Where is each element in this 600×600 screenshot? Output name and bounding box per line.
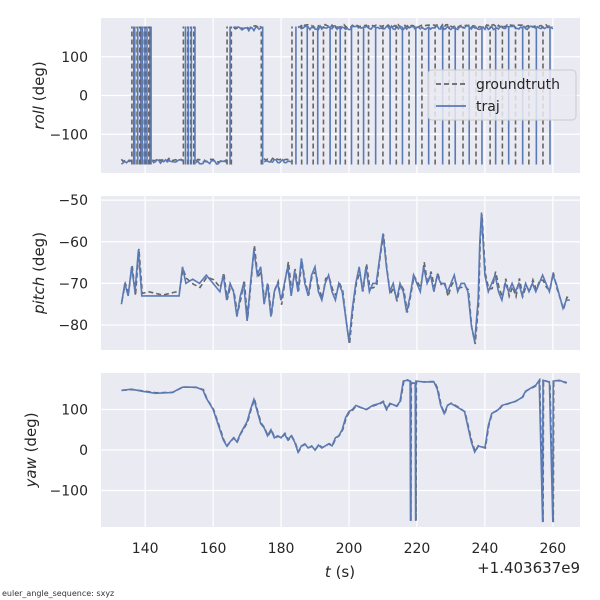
pitch-plot-area — [101, 196, 580, 350]
x-tick-label: 240 — [472, 541, 499, 557]
x-tick-label: 140 — [132, 541, 159, 557]
pitch-axis-variable: pitch — [30, 277, 48, 315]
roll-axis-variable: roll — [30, 105, 48, 130]
roll-traj-line — [365, 24, 554, 31]
legend-traj-label: traj — [476, 99, 500, 115]
roll-traj-line — [120, 160, 132, 165]
pitch-series — [120, 212, 571, 345]
euler-angle-caption: euler_angle_sequence: sxyz — [2, 589, 115, 598]
roll-axis-label: roll (deg) — [30, 61, 48, 129]
pitch-traj-line — [120, 212, 570, 342]
roll-traj-line — [233, 26, 262, 33]
roll-groundtruth-line — [297, 23, 367, 29]
roll-axis-unit: (deg) — [30, 61, 48, 106]
x-axis-variable: t — [325, 563, 332, 581]
roll-y-tick-label: −100 — [50, 127, 88, 143]
pitch-groundtruth-line — [121, 214, 571, 345]
yaw-series — [121, 377, 568, 523]
yaw-y-tick-label: 100 — [61, 402, 88, 418]
yaw-axis-variable: yaw — [22, 456, 40, 488]
roll-groundtruth-line — [365, 23, 554, 29]
roll-traj-line — [297, 24, 367, 31]
roll-y-tick-label: 0 — [79, 89, 88, 105]
x-axis-unit: (s) — [331, 563, 355, 581]
roll-traj-line — [263, 158, 292, 164]
x-tick-label: 180 — [268, 541, 295, 557]
pitch-y-tick-label: −70 — [58, 276, 88, 292]
roll-traj-line — [195, 158, 228, 165]
legend: groundtruth traj — [427, 69, 577, 121]
x-tick-label: 220 — [404, 541, 431, 557]
panel-roll: −100 0 100 roll (deg) groundtruth traj — [30, 18, 580, 173]
x-tick-label: 160 — [200, 541, 227, 557]
yaw-y-tick-label: 0 — [79, 443, 88, 459]
roll-y-tick-label: 100 — [61, 50, 88, 66]
legend-frame — [427, 69, 577, 121]
pitch-axis-unit: (deg) — [30, 232, 48, 277]
roll-traj-line — [151, 158, 183, 165]
roll-groundtruth-line — [151, 157, 183, 163]
legend-groundtruth-label: groundtruth — [476, 77, 560, 93]
pitch-axis-label: pitch (deg) — [30, 232, 48, 315]
roll-groundtruth-line — [195, 158, 228, 163]
pitch-y-tick-label: −60 — [58, 235, 88, 251]
pitch-y-tick-label: −50 — [58, 193, 88, 209]
x-axis-offset: +1.403637e9 — [477, 559, 580, 577]
yaw-axis-label: yaw (deg) — [22, 412, 40, 488]
panel-pitch: −80 −70 −60 −50 pitch (deg) — [30, 193, 580, 350]
roll-groundtruth-line — [120, 158, 133, 163]
pitch-y-tick-label: −80 — [58, 318, 88, 334]
yaw-traj-line — [121, 377, 567, 523]
x-axis-label: t (s) — [325, 563, 355, 581]
yaw-axis-unit: (deg) — [22, 412, 40, 457]
x-tick-labels: 140 160 180 200 220 240 260 — [132, 541, 566, 557]
x-tick-label: 200 — [336, 541, 363, 557]
x-axis: 140 160 180 200 220 240 260 t (s) +1.403637e9 — [132, 541, 580, 581]
yaw-y-tick-label: −100 — [50, 484, 88, 500]
panel-yaw: −100 0 100 yaw (deg) — [22, 373, 580, 527]
roll-groundtruth-line — [263, 157, 292, 163]
x-tick-label: 260 — [539, 541, 566, 557]
